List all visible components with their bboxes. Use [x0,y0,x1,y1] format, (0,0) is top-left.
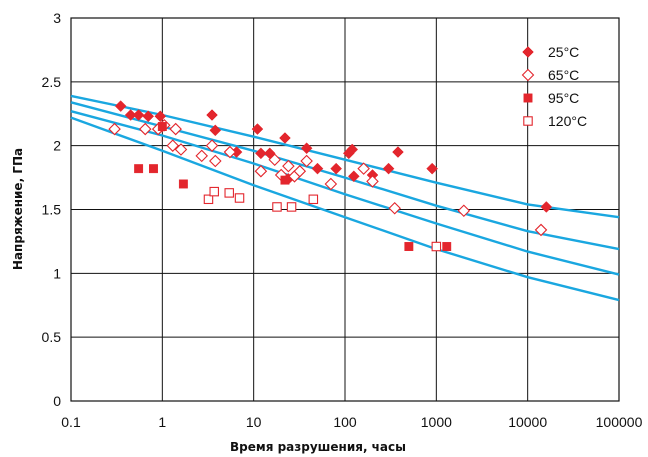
data-point [174,143,188,156]
data-point [540,201,553,213]
legend-marker [523,116,533,126]
data-point [272,202,282,212]
data-point [206,109,218,121]
data-point [382,162,395,175]
data-point [330,162,343,175]
grid [70,17,620,402]
data-point [138,122,152,136]
data-point [431,241,442,252]
data-point [209,154,222,168]
x-tick-label: 1 [158,414,166,430]
y-tick-label: 2 [53,138,61,154]
data-point [300,154,313,168]
data-points [108,100,553,252]
data-point [124,109,137,121]
data-point [166,139,180,152]
x-tick-label: 10 [246,414,262,430]
x-tick-label: 0.1 [61,414,81,430]
x-tick-label: 100 [333,414,357,430]
data-point [404,242,414,251]
x-axis-title: Время разрушения, часы [230,440,406,454]
data-point [366,175,379,188]
data-point [308,194,319,205]
data-point [108,122,121,136]
legend-marker [523,93,533,103]
data-point [224,188,234,198]
data-point [534,223,548,237]
data-point [205,139,219,152]
data-point [324,177,338,191]
data-point [268,153,281,166]
y-tick-label: 1 [53,265,61,281]
data-point [195,149,209,163]
data-point [347,170,360,183]
y-tick-label: 0.5 [42,329,62,345]
plot-frame [70,17,620,402]
x-tick-label: 10000 [508,414,547,430]
trend-curve [70,110,620,276]
data-point [203,194,214,205]
data-point [254,164,268,178]
data-point [442,242,452,251]
legend-label: 120°C [548,113,587,129]
y-tick-label: 0 [53,393,61,409]
data-point [282,159,295,173]
data-point [392,146,404,158]
data-point [457,204,471,218]
data-point [311,162,324,175]
legend-label: 95°C [548,90,579,106]
y-tick-label: 2.5 [42,74,62,90]
data-point [134,164,144,174]
data-point [149,164,158,174]
data-point [157,122,167,131]
data-point [169,122,182,136]
data-point [346,143,359,156]
legend-label: 25°C [548,44,579,60]
data-point [357,162,370,175]
data-point [280,175,290,185]
trend-curve [70,116,620,302]
data-point [209,124,222,137]
data-point [234,193,245,203]
data-point [426,162,439,175]
data-point [142,110,155,123]
data-point [178,179,188,189]
data-point [114,100,127,112]
x-tick-label: 100000 [596,414,643,430]
y-tick-label: 1.5 [42,202,62,218]
data-point [300,142,313,155]
legend-marker [522,46,534,58]
data-point [293,164,307,178]
legend-label: 65°C [548,67,579,83]
y-axis-title: Напряжение, ГПа [11,148,25,270]
x-tick-label: 1000 [421,414,452,430]
legend-marker [521,68,535,82]
data-point [255,147,267,160]
data-point [251,123,264,135]
data-point [286,202,297,212]
y-tick-label: 3 [53,10,61,26]
data-point [154,110,167,123]
tick-labels: 0 0.5 1 1.5 2 2.5 3 0.1 1 10 100 1000 10000 100000 [42,10,643,430]
data-point [209,186,219,197]
legend: 25°C 65°C 95°C 120°C [521,44,587,129]
data-point [388,201,401,215]
data-point [132,109,145,121]
data-point [279,132,291,144]
data-point [223,145,237,159]
